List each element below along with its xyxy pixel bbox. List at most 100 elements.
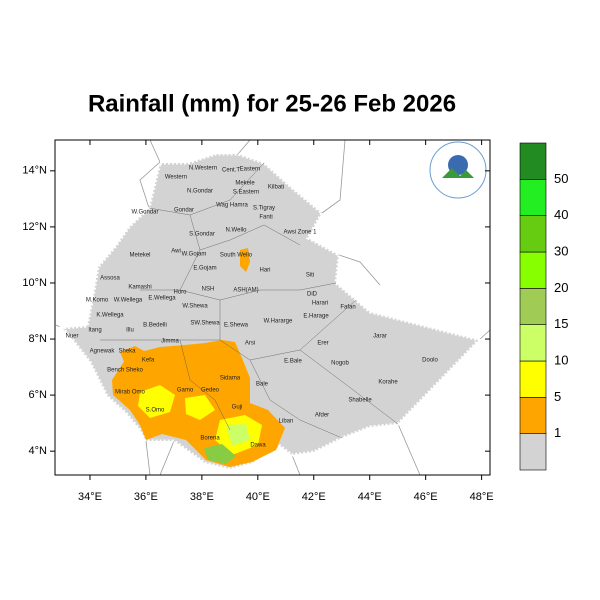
- region-label: Western: [165, 175, 187, 181]
- x-tick-label: 36°E: [134, 491, 158, 503]
- neighbour-borders: [55, 139, 491, 476]
- x-tick-label: 40°E: [246, 491, 270, 503]
- colorbar-label: 15: [554, 316, 568, 331]
- colorbar-box: [519, 433, 547, 471]
- region-label: Kefa: [142, 358, 155, 364]
- colorbar-label: 40: [554, 207, 568, 222]
- colorbar-box: [519, 397, 547, 434]
- region-label: NSH: [202, 287, 215, 293]
- rain-10-15: [226, 424, 250, 446]
- region-label: W.Wellega: [114, 298, 143, 304]
- region-label: ASH(AM): [233, 288, 258, 294]
- region-label: Nogob: [331, 361, 349, 367]
- colorbar-box: [519, 142, 547, 180]
- region-label: Korahe: [378, 380, 398, 386]
- region-label: E.Shewa: [224, 323, 249, 329]
- region-label: N.Western: [189, 166, 217, 172]
- region-label: SW.Shewa: [190, 321, 220, 327]
- region-label: Fafan: [340, 305, 355, 311]
- region-label: Metekel: [129, 253, 150, 259]
- region-label: S.Tigray: [253, 206, 275, 212]
- region-label: Shabelle: [348, 398, 372, 404]
- colorbar-label: 1: [554, 425, 561, 440]
- y-tick-label: 6°N: [29, 389, 48, 401]
- region-label: Awsi Zone 1: [284, 230, 318, 236]
- region-label: Mekele: [235, 181, 255, 187]
- colorbar-label: 20: [554, 280, 568, 295]
- region-label: Hari: [259, 268, 270, 274]
- region-label: W.Gojam: [182, 252, 207, 258]
- region-label: Agnewak: [90, 349, 116, 355]
- colorbar-label: 50: [554, 171, 568, 186]
- colorbar-box: [519, 215, 547, 253]
- colorbar-label: 5: [554, 389, 561, 404]
- region-label: Wag Hamra: [216, 203, 248, 209]
- x-tick-label: 46°E: [414, 491, 438, 503]
- region-label: B.Bedelli: [143, 323, 167, 329]
- colorbar-box: [519, 360, 547, 398]
- colorbar-label: 10: [554, 352, 568, 367]
- region-label: Siti: [306, 273, 314, 279]
- region-label: Nuer: [65, 334, 78, 340]
- region-label: E.Harage: [303, 314, 329, 320]
- colorbar-box: [519, 251, 547, 289]
- y-tick-label: 10°N: [22, 277, 47, 289]
- region-label: Horo: [173, 290, 187, 296]
- region-label: W.Hararge: [264, 319, 293, 325]
- region-label: K.Wellega: [96, 313, 124, 319]
- y-tick-label: 8°N: [29, 333, 48, 345]
- region-label: Jimma: [161, 339, 179, 345]
- y-tick-label: 14°N: [22, 165, 47, 177]
- region-label: W.Gondar: [131, 210, 158, 216]
- region-label: M.Komo: [86, 298, 109, 304]
- x-tick-label: 38°E: [190, 491, 214, 503]
- x-tick-label: 44°E: [358, 491, 382, 503]
- region-label: S.Omo: [146, 408, 165, 414]
- region-label: S.Gondar: [189, 232, 215, 238]
- colorbar-box: [519, 179, 547, 216]
- region-label: Kamashi: [128, 285, 151, 291]
- region-label: Harari: [312, 301, 328, 307]
- region-label: Assosa: [100, 276, 120, 282]
- region-label: W.Shewa: [182, 304, 208, 310]
- region-label: Sidama: [220, 376, 241, 382]
- region-label: Bench Sheko: [107, 368, 143, 374]
- region-label: N.Wello: [226, 228, 248, 234]
- region-label: Arsi: [245, 341, 255, 347]
- region-label: E.Bale: [284, 359, 302, 365]
- y-tick-label: 4°N: [29, 445, 48, 457]
- x-tick-label: 48°E: [470, 491, 494, 503]
- region-label: DiD: [307, 292, 318, 298]
- rain-20-30: [204, 444, 236, 464]
- region-label: Awi: [171, 249, 181, 255]
- region-label: South Wello: [220, 253, 253, 259]
- colorbar-box: [519, 324, 547, 362]
- region-label: E.Wellega: [148, 296, 176, 302]
- region-label: Illu: [126, 328, 134, 334]
- x-tick-label: 34°E: [78, 491, 102, 503]
- region-label: Borena: [200, 436, 220, 442]
- colorbar-box: [519, 288, 547, 325]
- title: Rainfall (mm) for 25-26 Feb 2026: [88, 90, 456, 117]
- region-label: Liban: [279, 419, 294, 425]
- region-label: Sheka: [118, 349, 136, 355]
- colorbar-label: 30: [554, 243, 568, 258]
- region-label: Eastern: [240, 167, 261, 173]
- region-label: Fanti: [259, 215, 272, 221]
- region-label: N.Gondar: [187, 189, 213, 195]
- logo: [429, 141, 487, 199]
- region-label: Bale: [256, 382, 269, 388]
- region-label: S.Eastern: [233, 190, 259, 196]
- region-label: Afder: [315, 413, 329, 419]
- plot-frame: [54, 139, 491, 476]
- region-label: Kilbati: [268, 185, 284, 191]
- region-label: Gedeo: [201, 388, 220, 394]
- region-label: Gondar: [174, 208, 194, 214]
- region-label: Itang: [88, 328, 101, 334]
- region-label: Cent.T: [222, 168, 240, 174]
